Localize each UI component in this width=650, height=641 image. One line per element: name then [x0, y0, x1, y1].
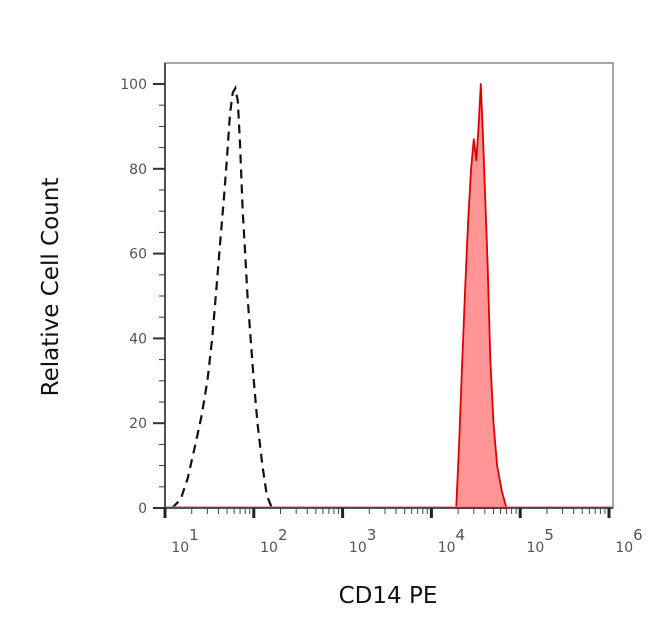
y-tick-label: 100	[120, 77, 147, 93]
y-tick-label: 0	[138, 501, 147, 517]
y-tick-label: 80	[129, 162, 147, 178]
y-axis-title: Relative Cell Count	[38, 178, 64, 397]
cd14-pe-histogram	[455, 83, 508, 509]
y-tick-label: 20	[129, 416, 147, 432]
x-tick-label: 104	[438, 526, 465, 556]
plot-frame	[164, 62, 614, 509]
x-tick-label: 102	[260, 526, 287, 556]
control-histogram	[171, 85, 273, 509]
x-tick-label: 105	[527, 526, 554, 556]
y-tick-label: 60	[129, 247, 147, 263]
x-axis-title: CD14 PE	[339, 583, 438, 609]
x-axis: 101 102 103 104 105 106	[155, 507, 643, 556]
y-axis: 0 20 40 60 80 100	[120, 63, 166, 517]
x-tick-label: 103	[349, 526, 376, 556]
y-tick-label: 40	[129, 331, 147, 347]
series-layer	[171, 83, 508, 509]
x-tick-label: 101	[171, 526, 198, 556]
x-tick-label: 106	[615, 526, 642, 556]
